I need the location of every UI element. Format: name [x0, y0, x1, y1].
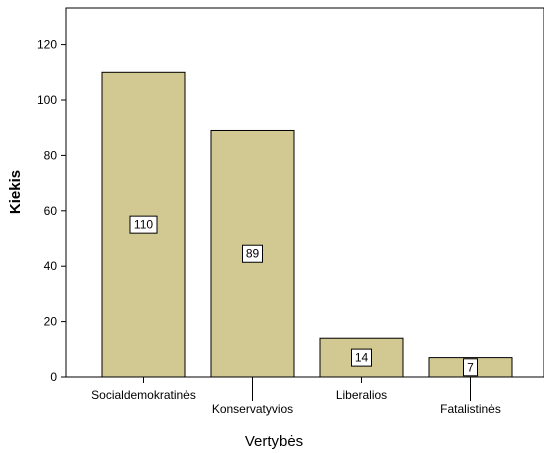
y-tick-label: 20	[44, 315, 58, 329]
x-category-label: Fatalistinės	[440, 402, 501, 416]
x-category-label: Liberalios	[336, 388, 387, 402]
y-axis-title: Kiekis	[7, 170, 24, 214]
y-tick-label: 0	[50, 370, 57, 384]
bars: 110 89 14 7	[101, 71, 513, 378]
data-label-box	[463, 358, 478, 377]
data-label-box	[351, 348, 372, 367]
y-tick-label: 80	[44, 148, 58, 162]
y-tick-label: 100	[37, 93, 57, 107]
data-label: 110	[134, 218, 153, 232]
data-label: 89	[246, 247, 260, 261]
x-axis-ticks: Socialdemokratinės Konservatyvios Liberali…	[91, 377, 501, 416]
data-label-box	[129, 215, 158, 234]
y-tick-label: 60	[44, 204, 58, 218]
x-category-label: Socialdemokratinės	[91, 388, 196, 402]
data-label: 14	[355, 351, 369, 365]
x-category-label: Konservatyvios	[212, 402, 293, 416]
x-axis-title: Vertybės	[245, 433, 303, 450]
data-label-box	[242, 244, 263, 263]
data-label: 7	[467, 360, 474, 374]
y-axis-ticks: 0 20 40 60 80 100 120	[37, 38, 66, 384]
y-tick-label: 120	[37, 38, 57, 52]
y-tick-label: 40	[44, 259, 58, 273]
